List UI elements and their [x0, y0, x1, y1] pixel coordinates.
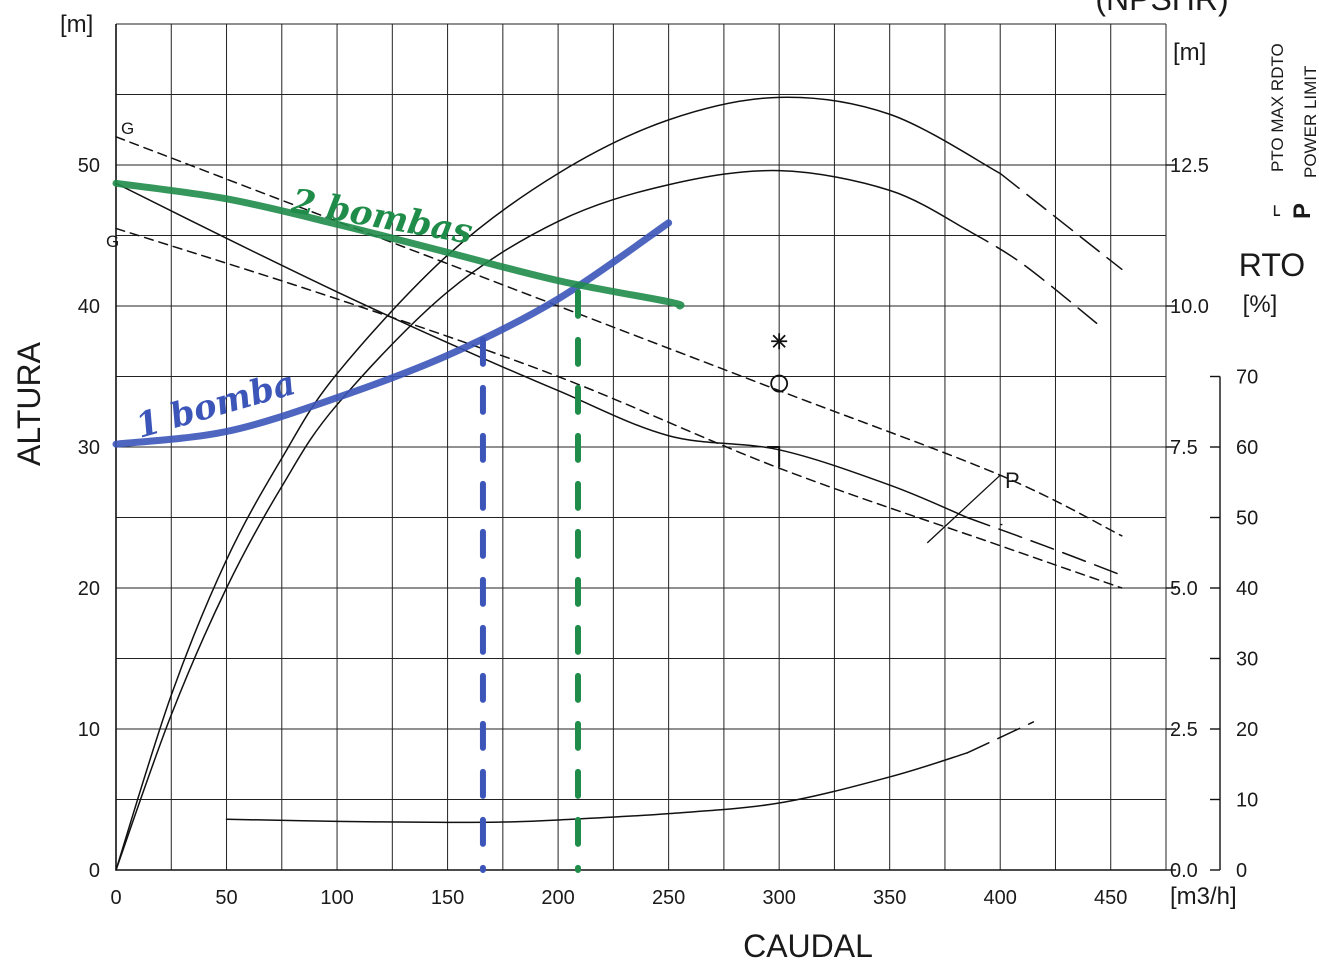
npsh-tick-label: 10.0: [1170, 296, 1209, 318]
x-tick-label: 450: [1094, 887, 1127, 909]
y-tick-label: 20: [78, 578, 100, 600]
rto-tick-label: 70: [1236, 367, 1258, 389]
y-axis-unit: [m]: [60, 11, 93, 38]
x-tick-label: 100: [320, 887, 353, 909]
y-tick-label: 10: [78, 719, 100, 741]
rto-unit: [%]: [1243, 291, 1278, 318]
curve-line: [115, 96, 1001, 871]
max-efficiency-circle: [770, 374, 789, 393]
x-tick-label: 350: [873, 887, 906, 909]
max-efficiency-corner: [767, 446, 781, 467]
npsh-title: (NPSHR): [1095, 0, 1228, 17]
curve-line: [225, 752, 968, 824]
curve-line: [115, 136, 1123, 537]
legend-label-power-limit: POWER LIMIT: [1301, 66, 1319, 178]
rto-tick-label: 0: [1236, 860, 1247, 882]
x-tick-label: 200: [541, 887, 574, 909]
y-tick-label: 50: [78, 155, 100, 177]
x-axis-unit: [m3/h]: [1170, 883, 1237, 910]
rto-tick-label: 10: [1236, 790, 1258, 812]
rto-tick-label: 20: [1236, 719, 1258, 741]
npsh-unit: [m]: [1173, 39, 1206, 66]
label-g-upper: G: [121, 119, 134, 138]
x-tick-label: 50: [215, 887, 237, 909]
y-tick-label: 30: [78, 437, 100, 459]
y-axis-title: ALTURA: [11, 341, 47, 466]
rto-tick-label: 60: [1236, 437, 1258, 459]
rto-tick-label: 30: [1236, 649, 1258, 671]
npsh-tick-label: 5.0: [1170, 578, 1198, 600]
label-g-lower: G: [106, 232, 119, 251]
npsh-tick-label: 0.0: [1170, 860, 1198, 882]
labels-layer: 0 50 100 150 200 250 300 350 400 450010203040500.…: [78, 155, 1259, 909]
curve-line: [966, 229, 1101, 327]
legend-label-max-efficiency: PTO MAX RDTO: [1268, 43, 1287, 172]
x-tick-label: 300: [762, 887, 795, 909]
curve-line: [966, 516, 1123, 577]
legend-symbol-power-limit: P: [1289, 203, 1316, 219]
x-axis-title: CAUDAL: [743, 928, 873, 964]
y-tick-label: 40: [78, 296, 100, 318]
series-layer: [112, 96, 1123, 873]
npsh-tick-label: 12.5: [1170, 155, 1209, 177]
npsh-tick-label: 2.5: [1170, 719, 1198, 741]
x-tick-label: 400: [984, 887, 1017, 909]
curve-line: [115, 182, 968, 519]
x-tick-label: 150: [431, 887, 464, 909]
rto-tick-label: 50: [1236, 508, 1258, 530]
label-power-limit: P: [1005, 468, 1020, 493]
series-2-bombas: [112, 179, 685, 310]
x-tick-label: 250: [652, 887, 685, 909]
grid: [115, 23, 1221, 871]
legend-symbol-max-efficiency: ⌐: [1262, 204, 1287, 217]
x-tick-label: 0: [110, 887, 121, 909]
y-tick-label: 0: [89, 860, 100, 882]
power-limit-line: [926, 474, 1001, 544]
curve-line: [115, 169, 968, 871]
npsh-tick-label: 7.5: [1170, 437, 1198, 459]
curve-line: [115, 227, 1123, 589]
curve-line: [999, 172, 1123, 271]
curve-line: [966, 721, 1035, 754]
rto-tick-label: 40: [1236, 578, 1258, 600]
max-efficiency-asterisk: [771, 333, 788, 350]
rto-title: RTO: [1239, 247, 1305, 283]
